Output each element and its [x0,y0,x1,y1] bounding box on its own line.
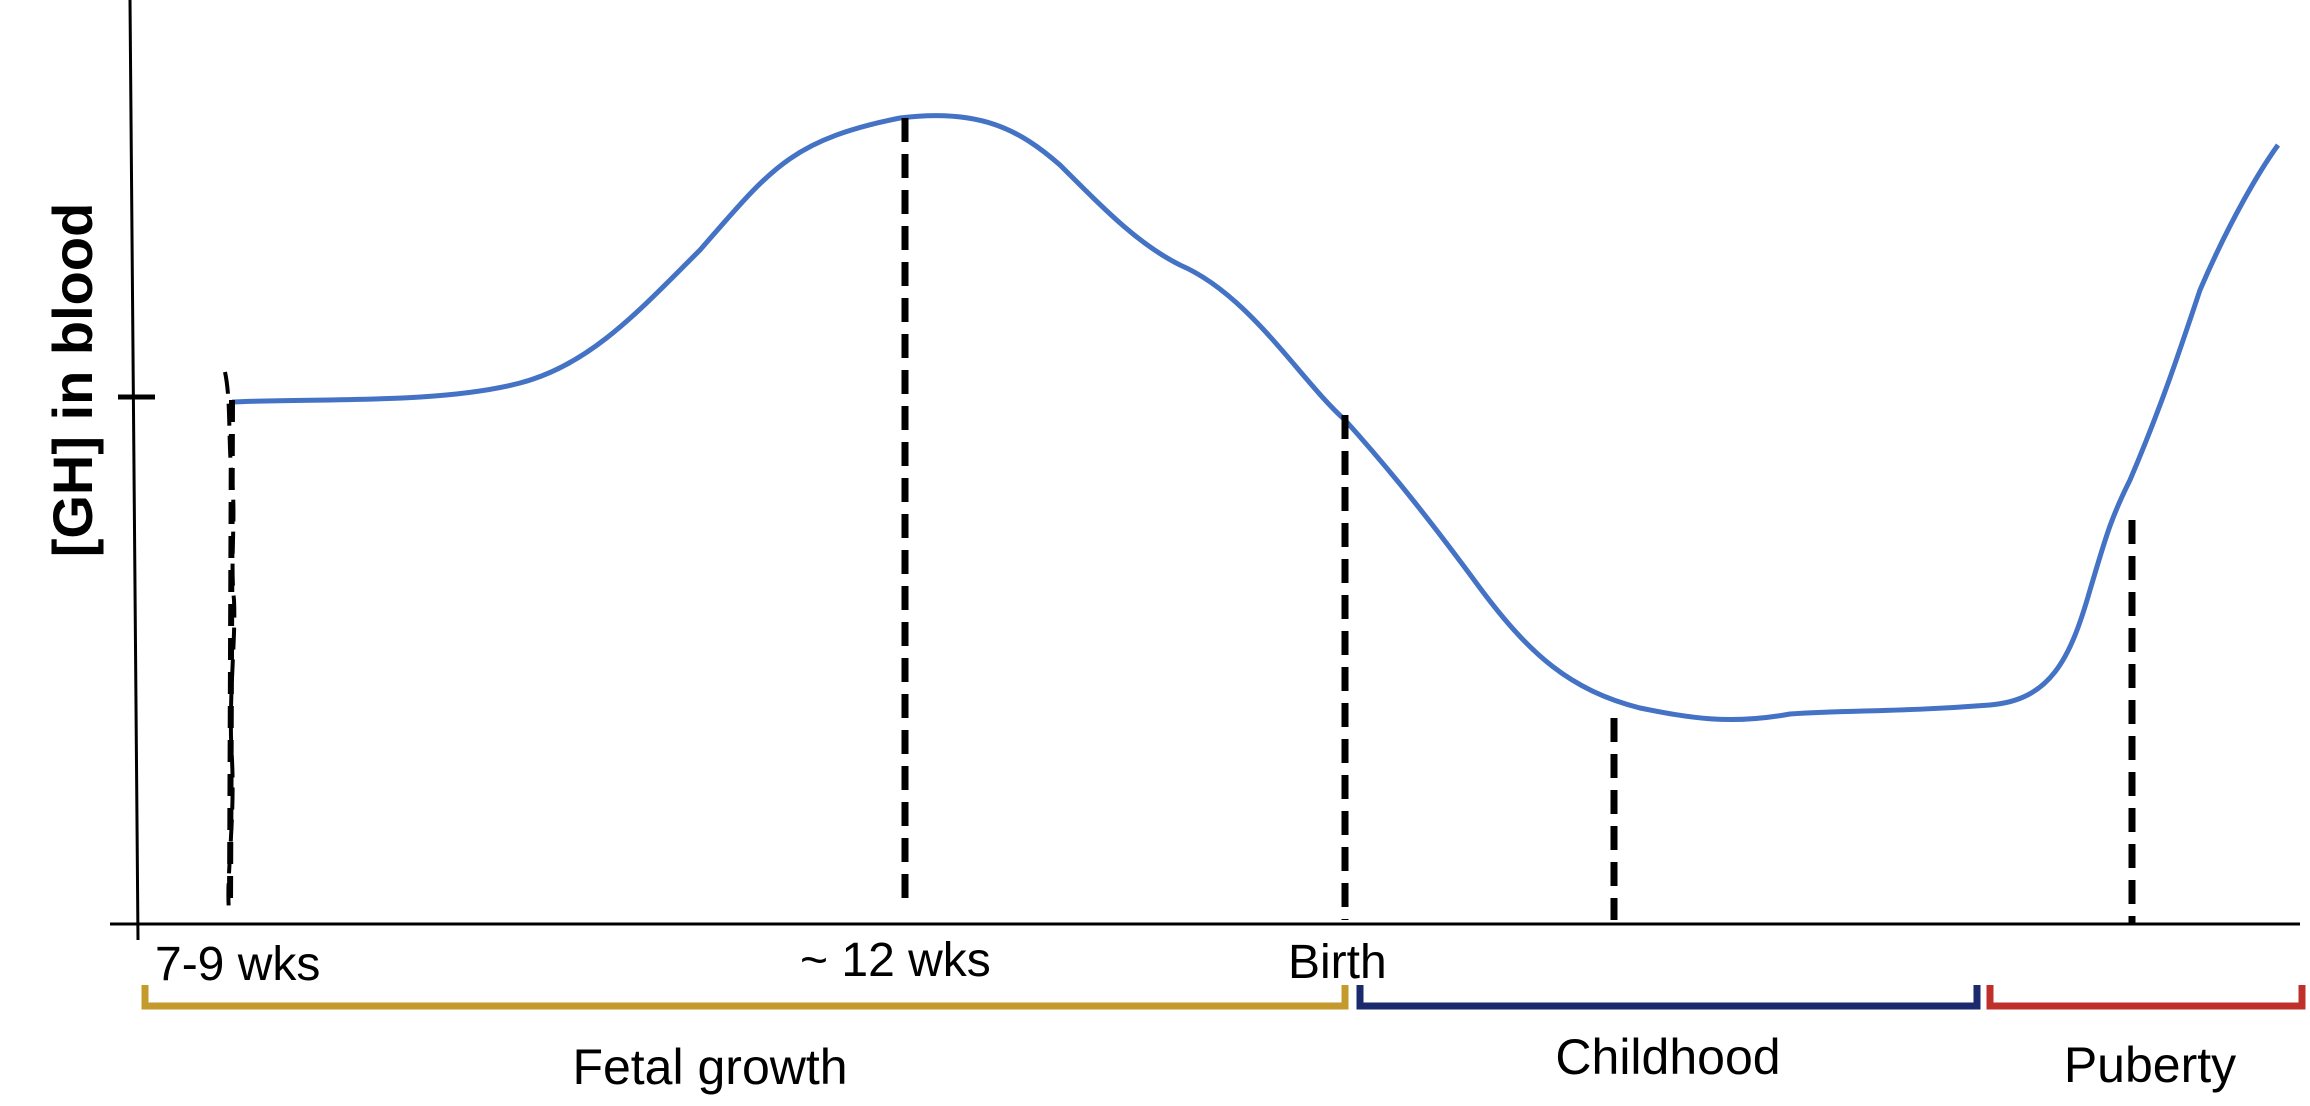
y-axis [128,0,140,941]
timepoint-label-birth: Birth [1288,936,1387,989]
phase-label-puberty: Puberty [2064,1037,2236,1093]
y-axis-label: [GH] in blood [41,203,104,558]
bracket-puberty [1986,985,2306,1010]
timepoint-label-7-9-wks: 7-9 wks [155,938,320,991]
phase-label-fetal-growth: Fetal growth [572,1039,847,1095]
bracket-childhood [1356,985,1981,1010]
bracket-fetal-growth [141,985,1349,1010]
gh-curve [231,113,2281,723]
phase-label-childhood: Childhood [1555,1029,1780,1085]
marker-7-9-wks-bold [227,399,235,911]
timepoint-label-12-wks: ~ 12 wks [800,934,991,987]
